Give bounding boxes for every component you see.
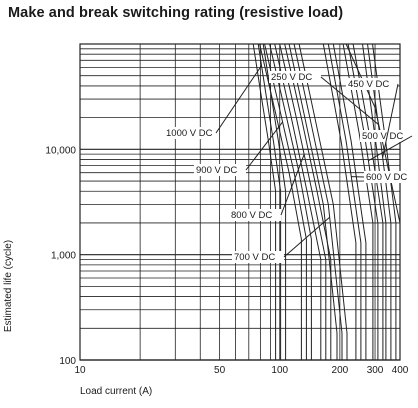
- series-label-bg: [232, 251, 284, 263]
- series-labels: 1000 V DC 900 V DC 800 V DC 700 V DC 600 V D…: [164, 65, 416, 263]
- series-label-leader: [245, 121, 284, 171]
- series-label-bg: [346, 78, 398, 90]
- x-tick-label: 400: [392, 365, 409, 376]
- series-label: 900 V DC: [196, 165, 237, 176]
- series-label-bg: [164, 127, 216, 139]
- x-tick-label: 200: [332, 365, 349, 376]
- series-lines: [252, 43, 401, 360]
- series-label-bg: [360, 130, 412, 142]
- grid-lines: [79, 44, 401, 361]
- chart-title: Make and break switching rating (resisti…: [8, 5, 344, 21]
- y-tick-label: 10,000: [45, 145, 76, 156]
- series-line: [293, 43, 343, 360]
- series-label: 500 V DC: [362, 131, 403, 142]
- series-label-bg: [364, 171, 416, 183]
- series-label-bg: [269, 71, 321, 83]
- series-line: [288, 43, 338, 360]
- series-line: [269, 43, 312, 360]
- series-label-leader: [368, 135, 413, 162]
- series-line: [298, 43, 348, 360]
- series-label-leader: [283, 216, 330, 258]
- series-line: [332, 43, 367, 360]
- series-label-leader: [215, 65, 262, 134]
- series-line: [372, 43, 397, 360]
- series-label: 800 V DC: [231, 210, 272, 221]
- plot-border: [79, 43, 401, 361]
- series-line: [322, 43, 357, 360]
- series-line: [252, 43, 277, 360]
- y-tick-label: 100: [59, 356, 76, 367]
- x-tick-label: 10: [74, 365, 86, 376]
- y-tick-label: 1,000: [51, 251, 76, 262]
- series-label-leader: [320, 76, 380, 126]
- series-label-leader: [382, 83, 399, 158]
- series-line: [274, 43, 322, 360]
- series-line: [262, 43, 287, 360]
- tick-labels: 10 50 100 200 300 400 100 1,000 10,000: [45, 145, 408, 376]
- series-line: [284, 43, 332, 360]
- x-axis-label: Load current (A): [80, 386, 153, 397]
- series-label: 450 V DC: [348, 79, 389, 90]
- series-label: 250 V DC: [271, 72, 312, 83]
- series-line: [264, 43, 307, 360]
- plot-frame: [79, 43, 401, 361]
- series-label: 1000 V DC: [166, 128, 213, 139]
- series-line: [259, 43, 302, 360]
- series-label: 700 V DC: [234, 252, 275, 263]
- series-line: [279, 43, 327, 360]
- series-label-leader: [280, 154, 305, 216]
- x-tick-label: 300: [367, 365, 384, 376]
- series-line: [257, 43, 282, 360]
- x-tick-label: 50: [214, 365, 226, 376]
- series-label: 600 V DC: [366, 172, 407, 183]
- x-tick-label: 100: [271, 365, 288, 376]
- series-label-bg: [194, 164, 246, 176]
- series-line: [327, 43, 362, 360]
- series-label-bg: [229, 209, 281, 221]
